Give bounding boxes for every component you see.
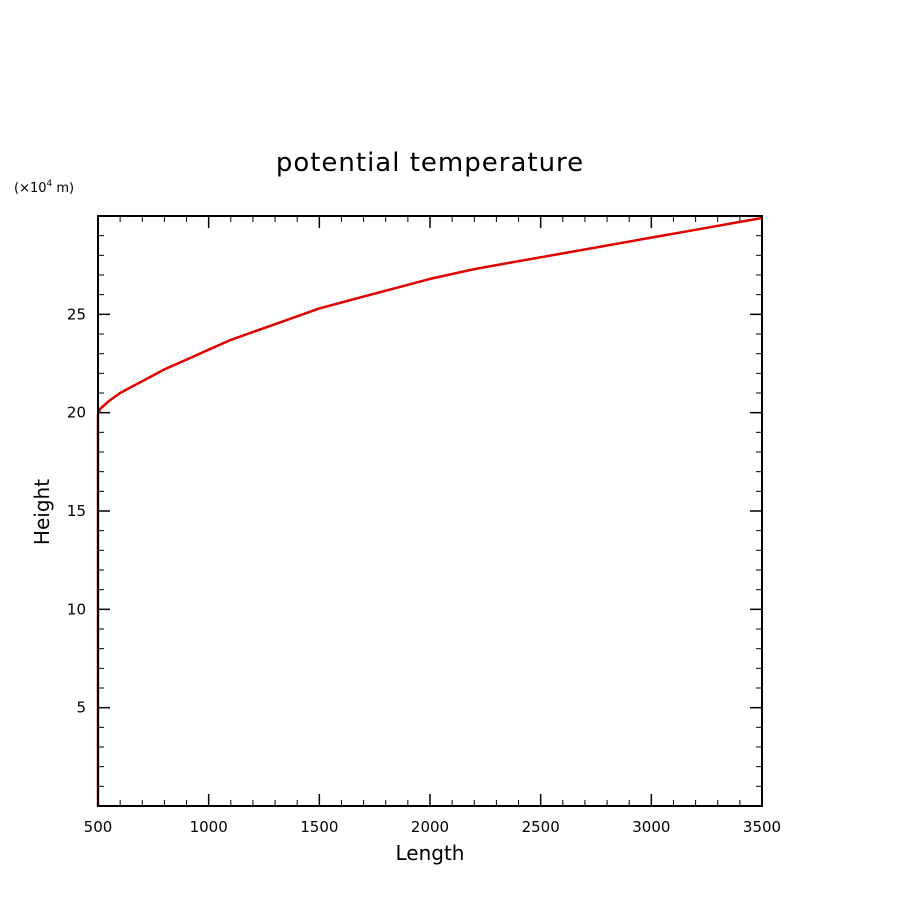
tick-labels: 500 1000 1500 2000 2500 3000 3500 5 10 15 20 25 [67, 305, 781, 836]
plot-series [96, 216, 763, 806]
x-axis-label: Length [396, 841, 465, 865]
x-tick-label: 1500 [300, 818, 338, 836]
y-unit-suffix: m) [52, 181, 74, 196]
x-tick-label: 3000 [632, 818, 670, 836]
x-tick-label: 2500 [522, 818, 560, 836]
y-unit-prefix: (×10 [14, 181, 47, 196]
y-axis-label: Height [30, 479, 54, 545]
axis-ticks [97, 215, 763, 806]
y-tick-label: 25 [67, 305, 86, 323]
x-tick-label: 500 [84, 818, 113, 836]
y-tick-label: 15 [67, 502, 86, 520]
chart-title: potential temperature [276, 148, 584, 178]
y-unit-label: (×104 m) [14, 179, 74, 196]
y-tick-label: 20 [67, 404, 86, 422]
y-tick-label: 10 [67, 600, 86, 618]
x-tick-label: 1000 [190, 818, 228, 836]
x-tick-label: 3500 [743, 818, 781, 836]
plot-frame [97, 215, 763, 807]
y-tick-label: 5 [76, 699, 86, 717]
y-unit-exponent: 4 [47, 179, 53, 189]
x-tick-label: 2000 [411, 818, 449, 836]
series-line [96, 216, 763, 806]
